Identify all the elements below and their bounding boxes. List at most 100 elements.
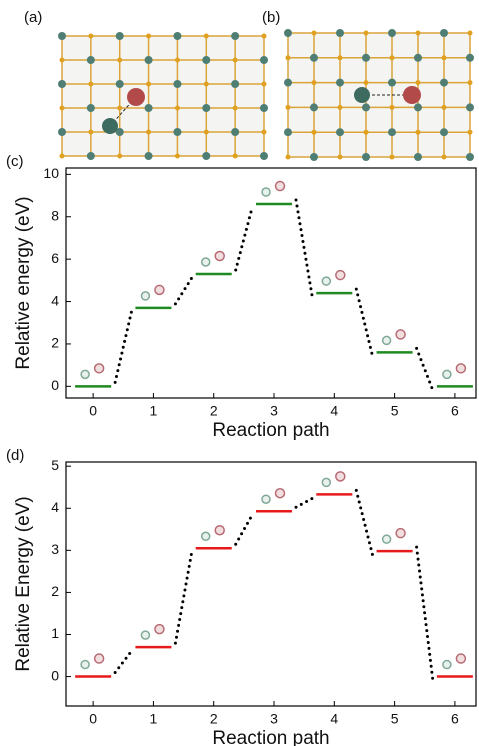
crystal-structures xyxy=(58,29,474,161)
connector xyxy=(173,276,194,306)
atom xyxy=(203,81,209,87)
atom xyxy=(388,29,396,37)
x-tick-label: 3 xyxy=(270,403,278,419)
molecule-atom xyxy=(381,335,392,346)
molecule-atom xyxy=(442,369,452,380)
atom xyxy=(440,128,448,137)
atom xyxy=(388,128,396,137)
atom xyxy=(337,154,343,160)
atom xyxy=(88,33,94,39)
atom xyxy=(388,78,396,87)
y-tick-label: 4 xyxy=(51,292,59,308)
atom xyxy=(415,30,421,36)
atom xyxy=(173,80,182,88)
atom-teal xyxy=(354,87,370,103)
molecule-atom xyxy=(214,524,225,536)
atom xyxy=(466,53,474,62)
atom xyxy=(285,104,291,110)
atom xyxy=(336,29,344,37)
atom xyxy=(337,104,343,110)
y-tick-label: 5 xyxy=(51,457,59,473)
x-tick-label: 0 xyxy=(89,711,97,727)
y-tick-label: 0 xyxy=(51,377,59,393)
x-tick-label: 0 xyxy=(89,403,97,419)
atom xyxy=(389,154,395,160)
molecule-atom xyxy=(93,653,105,664)
y-tick-label: 4 xyxy=(51,499,59,515)
atom xyxy=(88,129,94,135)
atom xyxy=(285,154,291,160)
atom xyxy=(284,128,292,137)
atom xyxy=(310,153,318,161)
x-axis-title: Reaction path xyxy=(212,420,329,441)
atom xyxy=(362,53,370,62)
connector xyxy=(354,488,375,557)
atom-red xyxy=(127,88,145,106)
atom xyxy=(58,128,66,136)
atom xyxy=(415,80,421,86)
molecule-atom xyxy=(395,527,406,539)
molecule-atom xyxy=(200,531,211,541)
atom xyxy=(310,53,318,62)
molecule-atom xyxy=(455,363,467,374)
atom xyxy=(336,128,344,137)
molecule-atom xyxy=(154,623,165,635)
atom xyxy=(174,153,180,159)
connector xyxy=(294,198,314,299)
molecule-atom xyxy=(321,276,332,286)
atom xyxy=(362,103,370,112)
atom xyxy=(231,32,240,40)
atom xyxy=(86,152,95,160)
molecule-atom xyxy=(335,269,346,281)
atom xyxy=(174,105,180,111)
molecule-atom xyxy=(200,257,211,267)
atom xyxy=(285,55,291,61)
x-tick-label: 1 xyxy=(150,711,158,727)
molecule-atom xyxy=(455,653,467,664)
molecule-atom xyxy=(80,369,90,380)
atom xyxy=(466,103,474,112)
atom xyxy=(414,53,422,62)
atom xyxy=(144,104,153,112)
x-tick-label: 2 xyxy=(210,403,218,419)
x-tick-label: 6 xyxy=(451,711,459,727)
atom xyxy=(362,153,370,161)
atom xyxy=(59,153,65,159)
atom xyxy=(260,104,268,112)
connector xyxy=(234,206,254,272)
atom xyxy=(173,128,182,136)
atom xyxy=(415,129,421,135)
y-tick-label: 2 xyxy=(51,583,59,599)
atom xyxy=(86,56,95,64)
atom xyxy=(467,129,473,135)
y-tick-label: 10 xyxy=(43,165,59,181)
atom xyxy=(115,128,124,136)
atom xyxy=(146,33,152,39)
atom xyxy=(337,55,343,61)
atom xyxy=(467,80,473,86)
atom xyxy=(467,30,473,36)
x-tick-label: 6 xyxy=(451,403,459,419)
panel-label: (d) xyxy=(6,447,24,464)
y-tick-label: 1 xyxy=(51,625,59,641)
y-tick-label: 2 xyxy=(51,335,59,351)
atom xyxy=(261,81,267,87)
molecule-atom xyxy=(442,659,452,670)
atom xyxy=(232,57,238,63)
y-tick-label: 0 xyxy=(51,667,59,683)
atom xyxy=(414,153,422,161)
atom xyxy=(441,154,447,160)
atom xyxy=(231,128,240,136)
atom xyxy=(441,104,447,110)
atom xyxy=(58,32,66,40)
atom xyxy=(232,105,238,111)
atom xyxy=(440,29,448,37)
x-tick-label: 1 xyxy=(150,403,158,419)
x-tick-label: 4 xyxy=(330,403,338,419)
molecule-atom xyxy=(140,291,151,301)
connector xyxy=(173,550,194,645)
atom xyxy=(261,129,267,135)
atom-red xyxy=(403,86,421,104)
atom xyxy=(146,129,152,135)
panel-label: (a) xyxy=(24,9,42,26)
